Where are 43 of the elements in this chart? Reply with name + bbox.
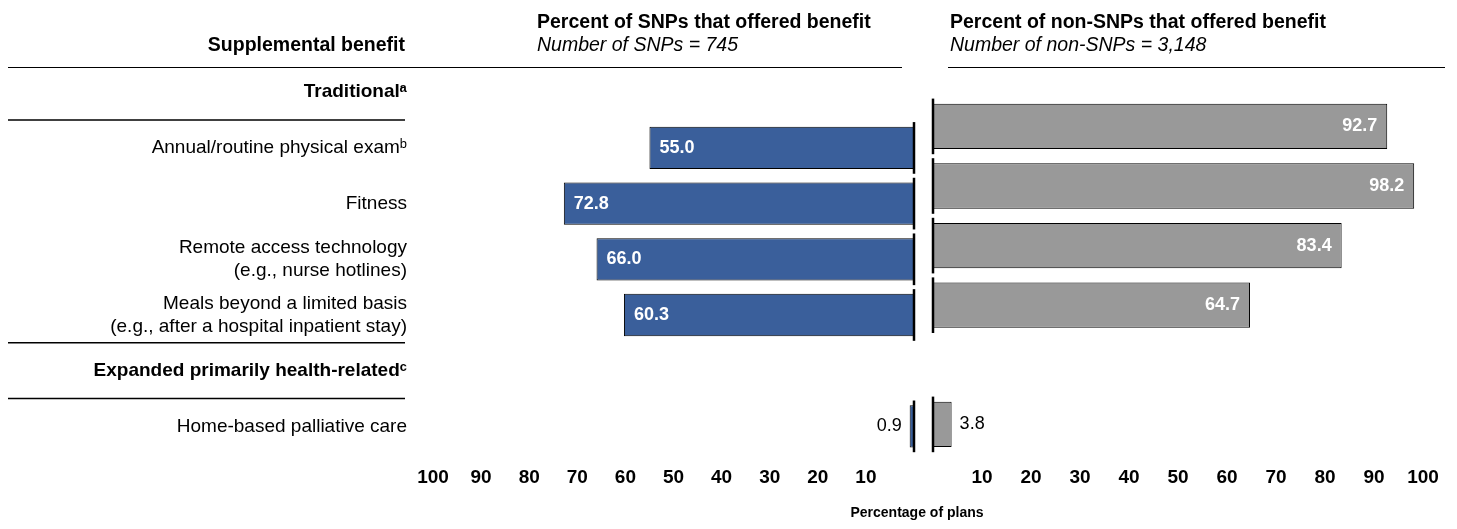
x-tick-label: 30 [1069, 465, 1091, 487]
x-tick-label: 10 [855, 465, 877, 487]
x-tick-label: 10 [971, 465, 993, 487]
y-tick-label: Expanded primarily health-relatedᶜ [93, 358, 407, 380]
data-label: 66.0 [606, 248, 642, 269]
y-tick-label: Meals beyond a limited basis (e.g., after a hospital inpatient stay) [110, 291, 407, 336]
chart-title: Percent of non-SNPs that offered benefit [950, 10, 1326, 33]
data-label: 0.9 [876, 415, 902, 436]
chart-subtitle: Number of non-SNPs = 3,148 [950, 33, 1208, 56]
x-tick-label: 60 [1216, 465, 1238, 487]
x-tick-label: 70 [1265, 465, 1287, 487]
data-label: 60.3 [633, 303, 669, 324]
x-tick-label: 100 [417, 465, 449, 487]
y-tick-label: Home-based palliative care [176, 414, 407, 436]
data-label: 3.8 [959, 413, 985, 434]
y-tick-label: Fitness [345, 191, 407, 213]
x-tick-label: 70 [566, 465, 588, 487]
data-label: 98.2 [1369, 174, 1405, 195]
data-label: 92.7 [1342, 115, 1378, 136]
data-label: 64.7 [1204, 294, 1241, 315]
x-tick-label: 90 [470, 465, 492, 487]
x-tick-label: 50 [662, 465, 685, 487]
chart-subtitle: Number of SNPs = 745 [537, 33, 740, 56]
x-axis-title: Percentage of plans [850, 504, 984, 520]
x-tick-label: 20 [1020, 465, 1042, 487]
data-label: 55.0 [659, 136, 695, 157]
x-tick-label: 30 [759, 465, 781, 487]
y-axis-title: Supplemental benefit [207, 33, 405, 56]
y-tick-label: Traditionalᵃ [303, 80, 408, 102]
x-tick-label: 60 [614, 465, 636, 487]
y-tick-label: Remote access technology (e.g., nurse hotlines) [178, 236, 408, 280]
chart-title: Percent of SNPs that offered benefit [537, 10, 871, 33]
x-tick-label: 40 [711, 465, 733, 487]
x-tick-label: 80 [1314, 465, 1336, 487]
data-label: 72.8 [573, 192, 609, 213]
x-tick-label: 20 [807, 465, 829, 487]
y-tick-label: Annual/routine physical examᵇ [151, 136, 407, 158]
x-tick-label: 40 [1118, 465, 1140, 487]
data-label: 83.4 [1296, 234, 1332, 255]
x-tick-label: 100 [1407, 465, 1439, 487]
x-tick-label: 80 [518, 465, 540, 487]
x-tick-label: 90 [1363, 465, 1385, 487]
x-tick-label: 50 [1167, 465, 1189, 487]
